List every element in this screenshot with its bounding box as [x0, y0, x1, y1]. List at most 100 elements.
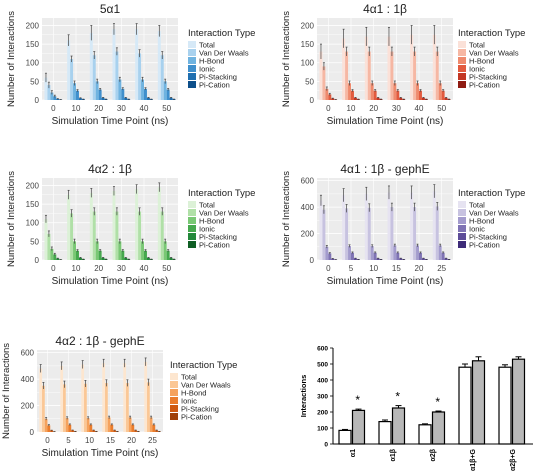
bar-pi-cation [149, 99, 153, 100]
legend-entry: Ionic [469, 225, 485, 234]
bar-h-bond [370, 83, 374, 100]
bar-ionic [328, 253, 332, 260]
bar-van-der-waals [160, 211, 164, 260]
x-tick-label: 20 [94, 104, 103, 113]
bar-ionic [47, 425, 51, 432]
summary-chart: 0 100 200 300 400 500 600 Interactions * α1 * α1β * α… [299, 346, 533, 471]
bar-ionic [98, 250, 102, 260]
bar-pi-stacking [71, 430, 74, 432]
bar-pi-cation [81, 99, 85, 100]
bar-pi-cation [379, 259, 383, 260]
y-tick-label: 0 [35, 96, 40, 105]
bar-van-der-waals [390, 51, 394, 100]
x-tick-label: 5 [349, 264, 354, 273]
bar-van-der-waals [390, 207, 394, 260]
plot-background [317, 18, 453, 100]
bar-van-der-waals [345, 51, 349, 100]
bar-van-der-waals [367, 207, 371, 260]
legend-swatch [458, 81, 466, 88]
y-tick-label: 100 [26, 219, 40, 228]
bar-ionic [110, 424, 114, 432]
y-tick-label: 0 [324, 442, 328, 449]
bar-pi-stacking [169, 257, 173, 260]
y-tick-label: 400 [301, 203, 315, 212]
x-tick-label: 0 [326, 104, 331, 113]
legend-swatch [188, 57, 196, 64]
bar-van-der-waals [322, 209, 326, 260]
bar-h-bond [107, 417, 111, 432]
bar-pi-stacking [134, 430, 137, 432]
bar-h-bond [393, 83, 397, 100]
bar-pi-cation [447, 99, 451, 100]
bar-van-der-waals [413, 207, 417, 260]
x-tick-label: 40 [140, 264, 149, 273]
bar-total [410, 34, 414, 100]
bar-ionic [166, 89, 170, 100]
bar-van-der-waals [42, 385, 45, 432]
bar-pi-stacking [421, 97, 425, 100]
bar-van-der-waals [147, 382, 150, 432]
x-tick-label: 30 [392, 104, 401, 113]
summary-bar [498, 366, 512, 445]
legend-swatch [170, 397, 178, 404]
bar-pi-stacking [78, 98, 82, 100]
bar-total [432, 191, 436, 260]
bar-total [112, 191, 116, 260]
bar-total [387, 36, 391, 100]
y-tick-label: 400 [317, 378, 328, 385]
legend-swatch [458, 65, 466, 72]
bar-h-bond [416, 245, 419, 260]
bar-ionic [396, 252, 400, 260]
x-tick-label: 10 [347, 104, 356, 113]
bar-h-bond [118, 79, 122, 100]
bar-h-bond [348, 246, 351, 260]
bar-ionic [53, 254, 57, 260]
bar-total [387, 192, 391, 260]
legend-swatch [170, 381, 178, 388]
bar-total [67, 194, 71, 260]
bar-h-bond [416, 83, 419, 100]
bar-h-bond [65, 418, 69, 432]
bar-h-bond [141, 79, 144, 100]
bar-total [123, 363, 127, 432]
bar-ionic [166, 250, 170, 260]
bar-total [342, 38, 346, 100]
bar-h-bond [325, 88, 329, 100]
bar-ionic [89, 424, 93, 432]
y-tick-label: 200 [301, 21, 315, 30]
legend-title: Interaction Type [458, 188, 525, 199]
y-tick-label: 200 [301, 230, 315, 239]
x-tick-label: 10 [72, 264, 81, 273]
legend-swatch [188, 65, 196, 72]
chart-panel-3: 4α2 : 1β 0 50 100 150 200 0 10 20 30 40 50 Simulatio… [6, 162, 255, 287]
chart-title: 4α1 : 1β [363, 2, 407, 16]
x-tick-label: 15 [106, 436, 115, 445]
y-axis-label: Number of Interactions [281, 11, 292, 107]
x-tick-label: 50 [162, 264, 171, 273]
summary-bar [418, 424, 432, 445]
bar-van-der-waals [413, 51, 417, 100]
bar-ionic [68, 424, 72, 432]
bar-pi-stacking [113, 430, 116, 432]
x-tick-label: 20 [415, 264, 424, 273]
y-tick-label: 150 [26, 40, 40, 49]
chart-title: 4α2 : 1β - gephE [55, 334, 144, 348]
bar-ionic [121, 250, 125, 260]
legend-entry: H-Bond [181, 389, 206, 398]
y-tick-label: 100 [301, 59, 315, 68]
bar-ionic [152, 424, 156, 432]
bar-h-bond [163, 241, 167, 260]
legend-title: Interaction Type [188, 28, 255, 39]
y-tick-label: 200 [317, 410, 328, 417]
y-tick-label: 200 [21, 402, 35, 411]
chart-panel-5: 4α2 : 1β - gephE 0 200 400 600 0 5 10 15 20 25 Simu… [1, 334, 237, 459]
legend-swatch [170, 413, 178, 420]
legend-swatch [188, 241, 196, 248]
summary-bar [378, 421, 392, 445]
summary-bar [431, 411, 446, 445]
legend-entry: Pi-Cation [181, 413, 212, 422]
x-tick-label: 0 [45, 436, 50, 445]
bar-pi-cation [402, 99, 406, 100]
